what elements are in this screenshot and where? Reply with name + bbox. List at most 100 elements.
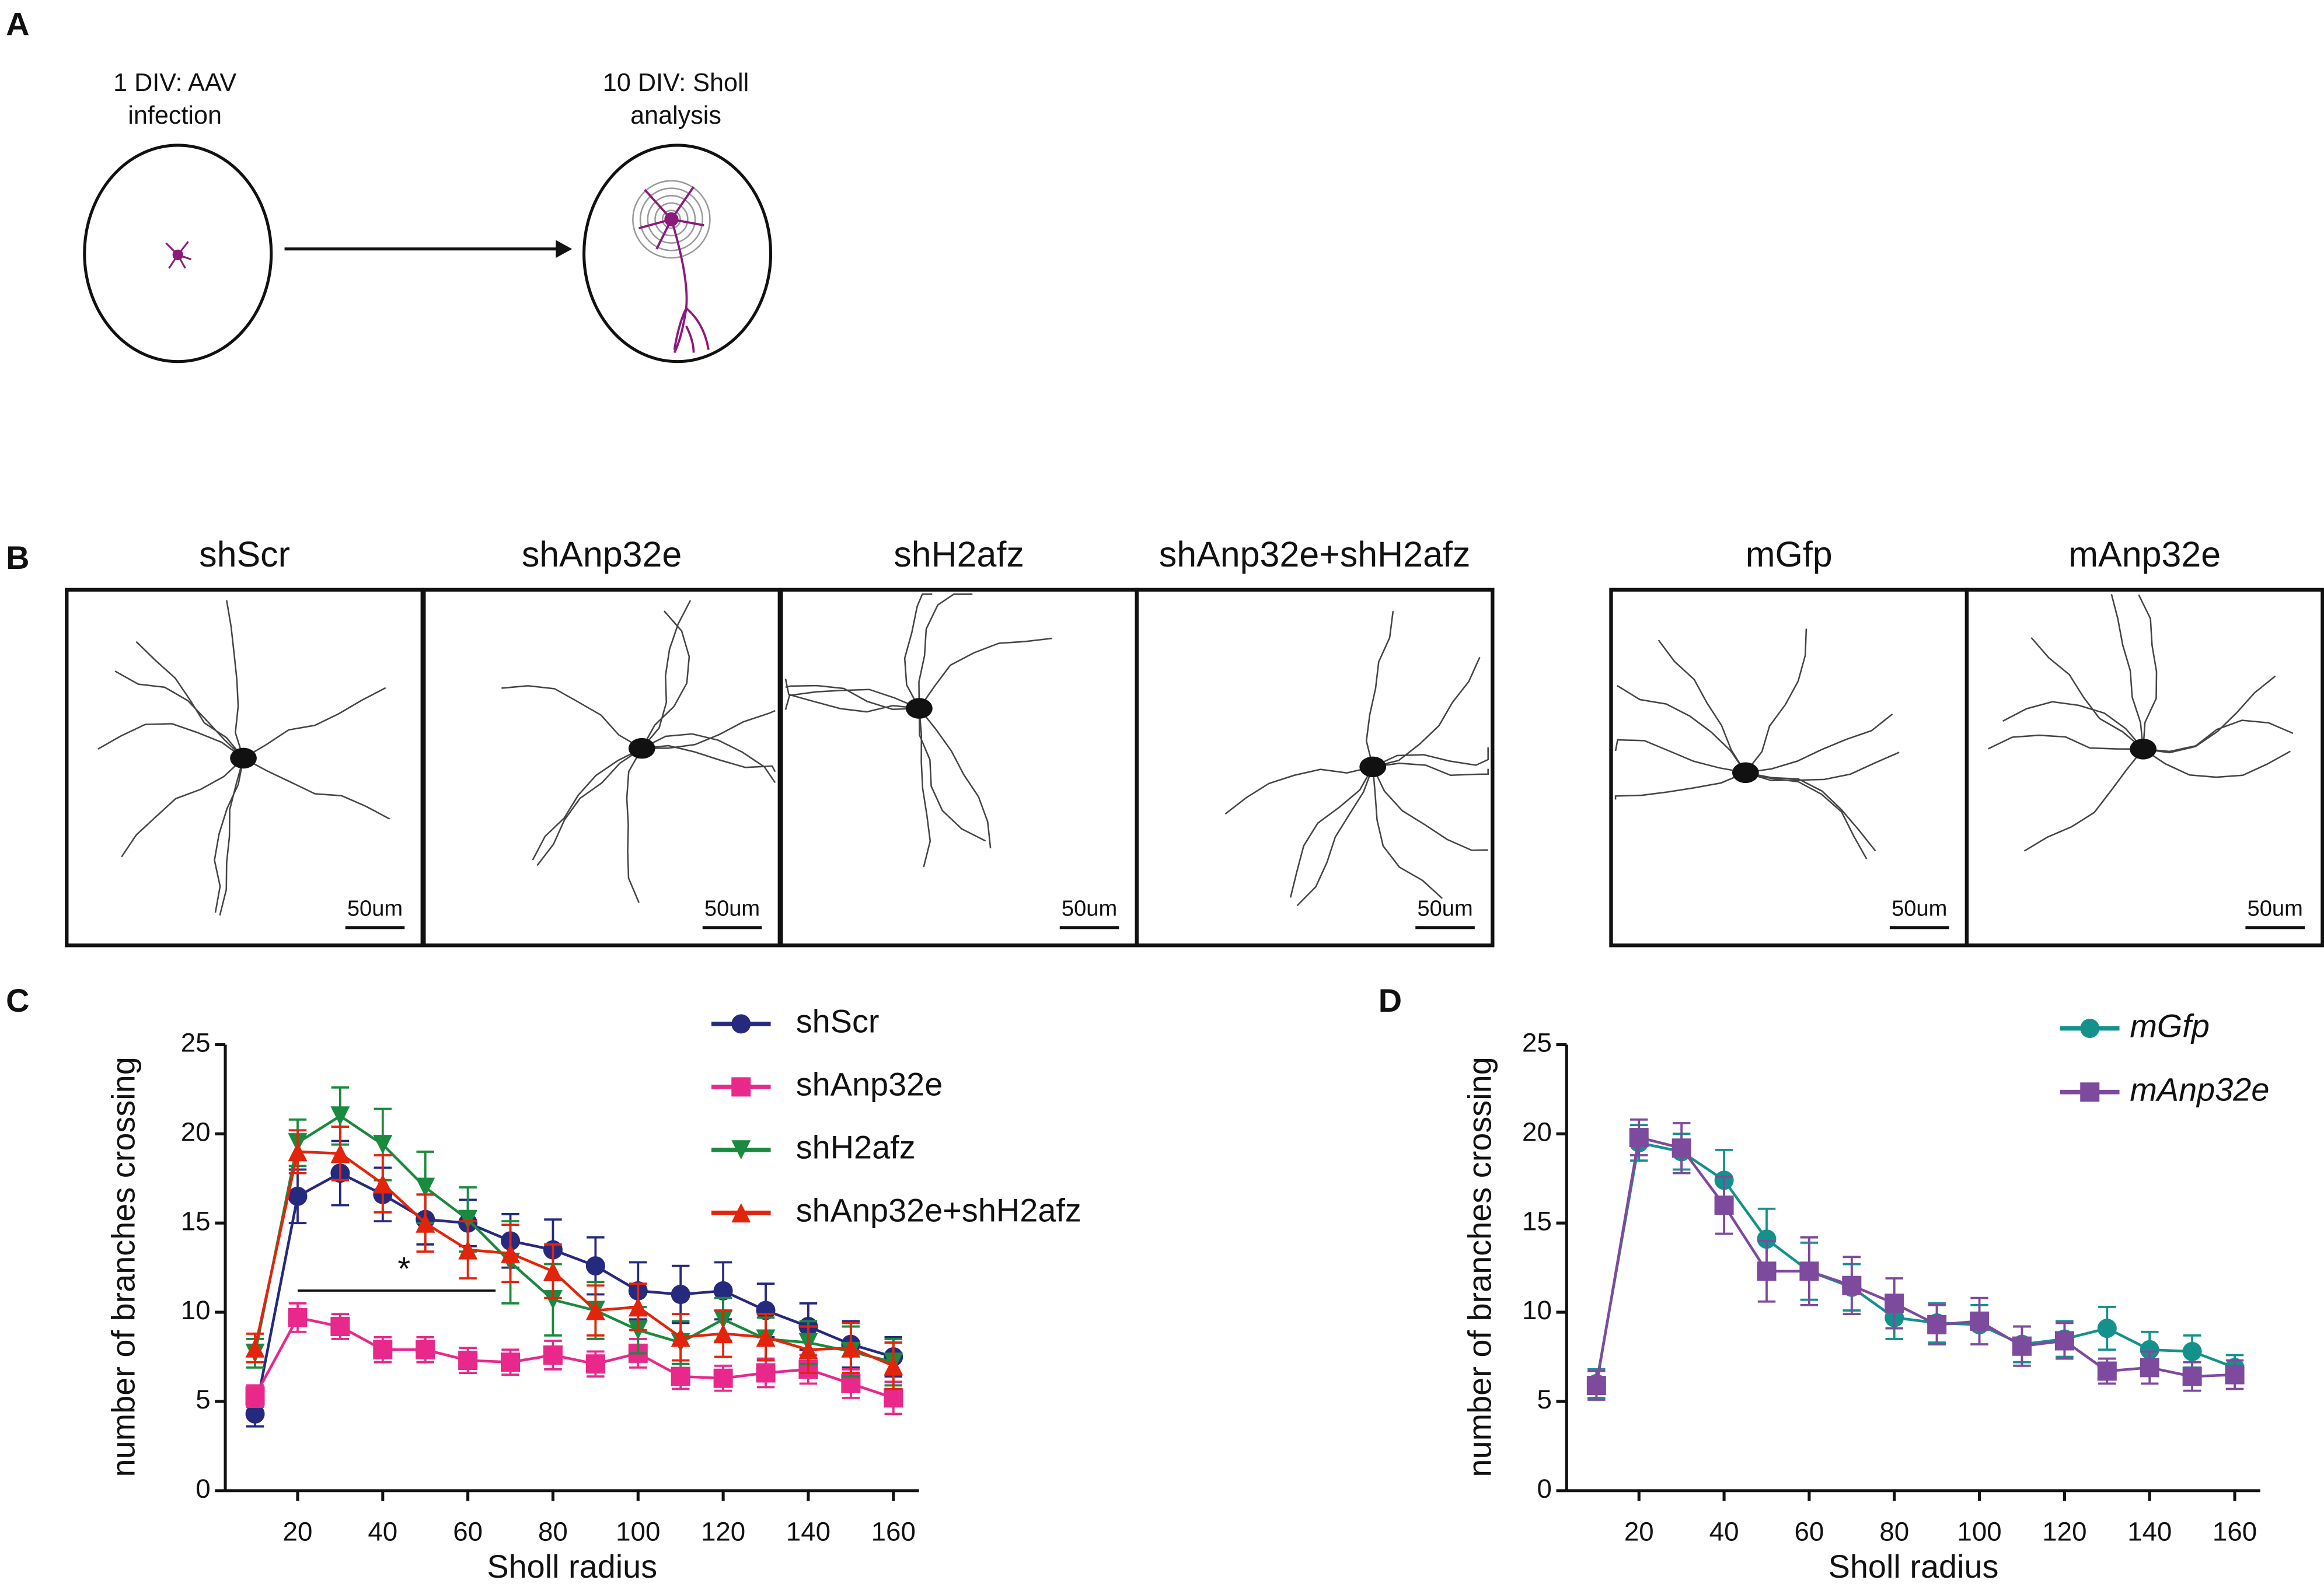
x-tick-label: 140: [786, 1517, 831, 1547]
marker: [416, 1177, 435, 1197]
x-tick-label: 100: [1957, 1517, 2001, 1547]
marker: [543, 1290, 563, 1310]
marker: [1799, 1261, 1819, 1281]
micrograph: [1964, 588, 2324, 948]
series-line: [253, 1172, 894, 1414]
marker: [2097, 1361, 2117, 1381]
marker: [543, 1345, 563, 1365]
marker: [458, 1240, 478, 1260]
legend-label: mGfp: [2130, 1007, 2210, 1044]
y-tick-label: 15: [1522, 1206, 1552, 1236]
x-tick-label: 120: [701, 1517, 745, 1547]
x-tick-label: 120: [2042, 1517, 2086, 1547]
legend-label: mAnp32e: [2130, 1071, 2269, 1107]
marker: [245, 1404, 265, 1424]
legend-label: shScr: [796, 1003, 880, 1040]
x-tick-label: 40: [368, 1517, 397, 1547]
image-title: mAnp32e: [2068, 534, 2221, 574]
scale-bar-label: 50um: [347, 896, 403, 921]
neurite: [1224, 611, 1489, 907]
marker: [798, 1340, 818, 1359]
y-tick-label: 15: [181, 1206, 211, 1236]
y-tick-label: 5: [1537, 1385, 1551, 1414]
legend-marker: [2080, 1082, 2100, 1102]
scale-bar-label: 50um: [1062, 896, 1117, 921]
marker: [245, 1386, 265, 1406]
micrograph: [779, 588, 1139, 948]
soma: [628, 737, 655, 759]
marker: [1714, 1196, 1734, 1215]
x-tick-label: 100: [616, 1517, 660, 1547]
annotation: *: [397, 1250, 410, 1287]
panel-label: C: [6, 982, 29, 1019]
y-tick-label: 10: [1522, 1295, 1552, 1325]
image-title: shAnp32e+shH2afz: [1159, 534, 1471, 574]
dish: [582, 144, 773, 363]
series-line: [1595, 1135, 2235, 1386]
x-tick-label: 20: [1624, 1517, 1654, 1547]
marker: [671, 1327, 690, 1347]
marker: [671, 1366, 690, 1386]
marker: [2182, 1366, 2202, 1386]
image-title: shAnp32e: [522, 534, 682, 574]
y-tick-label: 0: [1537, 1474, 1551, 1504]
neurite: [97, 600, 390, 916]
diagram-text: 10 DIV: Sholl: [603, 69, 749, 97]
dish: [83, 144, 273, 363]
x-tick-label: 80: [538, 1517, 568, 1547]
y-tick-label: 10: [181, 1295, 211, 1325]
diagram-text: infection: [128, 102, 222, 130]
x-tick-label: 160: [2213, 1517, 2257, 1547]
marker: [2182, 1341, 2202, 1361]
marker: [884, 1388, 903, 1408]
micrograph: [1609, 588, 1969, 948]
marker: [585, 1354, 605, 1374]
marker: [713, 1368, 733, 1388]
marker: [2225, 1365, 2245, 1385]
legend-marker: [731, 1203, 751, 1223]
legend-marker: [731, 1077, 751, 1097]
y-tick-label: 25: [1522, 1028, 1552, 1058]
micrograph: [422, 588, 781, 948]
marker: [245, 1338, 265, 1358]
marker: [1629, 1127, 1649, 1147]
scale-bar-label: 50um: [704, 896, 760, 921]
y-tick-label: 20: [181, 1117, 211, 1146]
marker: [671, 1285, 690, 1305]
legend-label: shAnp32e: [796, 1066, 943, 1103]
legend-label: shAnp32e+shH2afz: [796, 1191, 1081, 1228]
marker: [1757, 1261, 1777, 1281]
marker: [884, 1356, 903, 1376]
soma: [2130, 739, 2156, 760]
soma: [1732, 762, 1759, 784]
marker: [756, 1301, 776, 1320]
marker: [841, 1338, 861, 1358]
marker: [841, 1373, 861, 1393]
legend-marker: [2080, 1019, 2100, 1039]
panel-label: A: [6, 6, 29, 43]
marker: [288, 1186, 308, 1206]
x-axis-title: Sholl radius: [1829, 1548, 1999, 1585]
neuron-icon: [638, 186, 710, 354]
diagram-text: 1 DIV: AAV: [113, 69, 236, 97]
image-title: mGfp: [1746, 534, 1833, 574]
marker: [1885, 1294, 1904, 1313]
scale-bar-label: 50um: [1417, 896, 1472, 921]
marker: [330, 1317, 350, 1337]
y-tick-label: 20: [1522, 1117, 1552, 1146]
panel-label: D: [1379, 982, 1402, 1019]
x-tick-label: 160: [871, 1517, 916, 1547]
marker: [2140, 1358, 2159, 1378]
marker: [585, 1301, 605, 1320]
marker: [373, 1340, 393, 1359]
neurite: [1988, 594, 2294, 852]
marker: [756, 1327, 776, 1347]
marker: [756, 1363, 776, 1383]
marker: [2054, 1331, 2074, 1351]
marker: [501, 1243, 521, 1263]
series-line: [253, 1114, 894, 1364]
y-axis-title: number of branches crossing: [1461, 1057, 1498, 1477]
series-line: [253, 1150, 894, 1367]
micrograph: [1135, 588, 1495, 948]
marker: [288, 1308, 308, 1327]
